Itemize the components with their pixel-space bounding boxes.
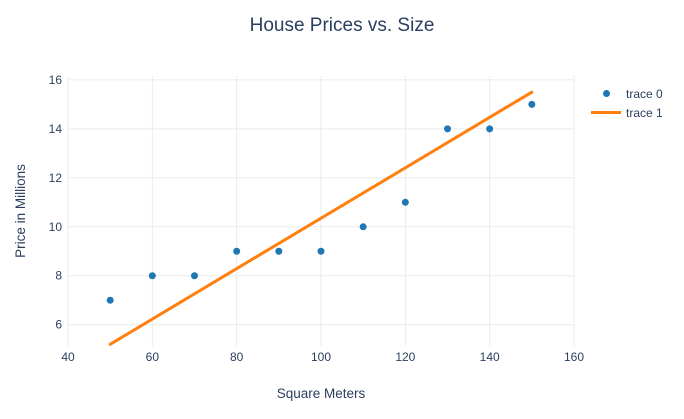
scatter-point[interactable] [486, 125, 494, 133]
y-tick-label: 10 [49, 220, 63, 234]
scatter-point[interactable] [401, 198, 409, 206]
legend-label-trace0: trace 0 [626, 86, 663, 101]
scatter-point[interactable] [191, 272, 198, 280]
legend-item-trace0[interactable]: trace 0 [591, 84, 663, 103]
x-axis-title: Square Meters [277, 386, 366, 401]
scatter-point[interactable] [233, 247, 241, 255]
scatter-point[interactable] [444, 125, 451, 133]
x-tick-label: 140 [480, 350, 500, 364]
x-tick-label: 40 [61, 350, 75, 364]
scatter-marker-icon [591, 90, 621, 97]
chart-title: House Prices vs. Size [249, 15, 435, 36]
x-tick-label: 60 [146, 350, 160, 364]
scatter-point[interactable] [148, 272, 156, 280]
legend: trace 0 trace 1 [591, 84, 663, 122]
x-tick-label: 100 [311, 350, 331, 364]
y-axis-title: Price in Millions [13, 164, 28, 258]
y-tick-label: 12 [49, 171, 63, 185]
y-tick-label: 6 [55, 318, 62, 332]
y-tick-label: 14 [49, 122, 63, 136]
scatter-point[interactable] [106, 296, 114, 304]
scatter-point[interactable] [359, 223, 367, 231]
legend-label-trace1: trace 1 [626, 105, 663, 120]
line-marker-icon [591, 111, 621, 114]
scatter-point[interactable] [528, 100, 536, 108]
scatter-point[interactable] [275, 247, 283, 255]
scatter-point[interactable] [317, 247, 325, 255]
y-tick-label: 8 [55, 269, 62, 283]
legend-item-trace1[interactable]: trace 1 [591, 103, 663, 122]
x-tick-label: 160 [564, 350, 584, 364]
trend-line[interactable] [108, 90, 534, 346]
x-tick-label: 80 [230, 350, 244, 364]
x-tick-label: 120 [395, 350, 415, 364]
y-tick-label: 16 [49, 73, 63, 87]
